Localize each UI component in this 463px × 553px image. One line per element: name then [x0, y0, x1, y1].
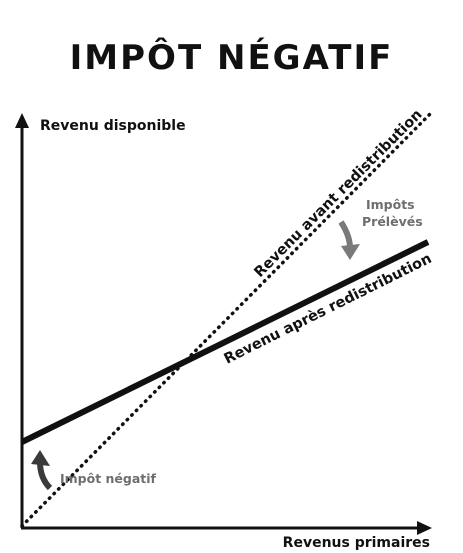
line-before-redistribution — [20, 110, 434, 528]
taxes-label-line2: Prélèvés — [362, 214, 423, 229]
taxes-label-line1: Impôts — [366, 197, 415, 212]
x-axis-label: Revenus primaires — [283, 535, 430, 551]
x-axis-arrow-icon — [417, 521, 432, 535]
negative-tax-arrow-icon — [31, 450, 53, 491]
y-axis-arrow-icon — [15, 113, 29, 128]
negative-tax-label: Impôt négatif — [60, 471, 157, 486]
taxes-arrow-icon — [338, 220, 360, 260]
diagram-title: IMPÔT NÉGATIF — [69, 38, 394, 78]
y-axis-label: Revenu disponible — [40, 118, 186, 134]
line-after-redistribution — [20, 239, 430, 445]
